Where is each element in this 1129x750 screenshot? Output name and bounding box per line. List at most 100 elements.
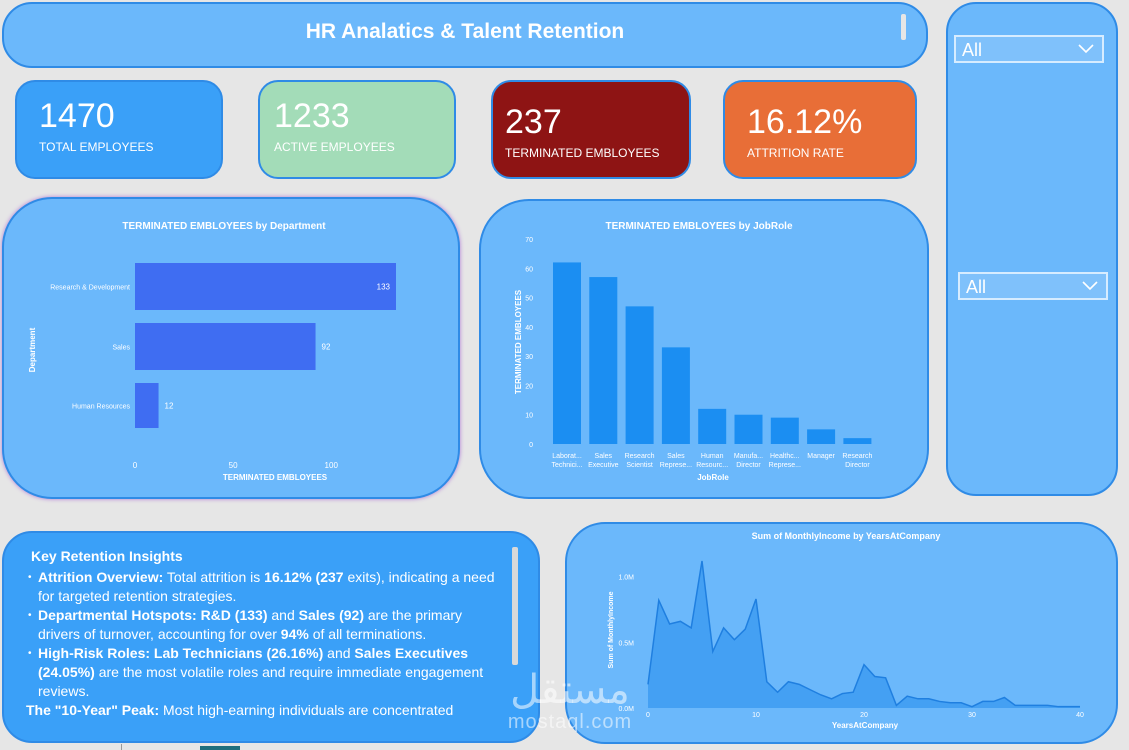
y-axis-title: TERMINATED EMBLOYEES bbox=[514, 289, 523, 394]
bar bbox=[589, 277, 618, 444]
kpi-total-value: 1470 bbox=[39, 97, 115, 135]
insight-item: • Departmental Hotspots: R&D (133) and S… bbox=[28, 606, 506, 644]
filter-dropdown-2-value: All bbox=[966, 277, 987, 297]
y-tick-label: 10 bbox=[525, 413, 533, 420]
category-label: Human Resources bbox=[72, 404, 130, 411]
jobrole-bar-chart[interactable]: TERMINATED EMBLOYEES by JobRole 0 10 20 30 40… bbox=[481, 201, 927, 497]
y-tick-label: 70 bbox=[525, 237, 533, 244]
bar bbox=[625, 306, 654, 444]
watermark-logo: مستقل bbox=[510, 667, 630, 713]
x-tick-label: Research bbox=[625, 453, 655, 460]
y-tick-label: 0 bbox=[529, 442, 533, 449]
insight-2-text-a: and bbox=[267, 607, 299, 623]
y-axis-title: Department bbox=[28, 327, 37, 372]
data-label: 12 bbox=[165, 402, 174, 411]
x-tick-label: Director bbox=[845, 462, 870, 469]
title-scrollbar[interactable] bbox=[901, 14, 906, 40]
x-tick-label: 0 bbox=[646, 712, 650, 719]
y-tick-label: 30 bbox=[525, 354, 533, 361]
y-tick-label: 1.0M bbox=[618, 575, 634, 582]
x-axis-title: TERMINATED EMBLOYEES bbox=[223, 473, 328, 482]
x-tick-label: Healthc... bbox=[770, 453, 800, 460]
bar bbox=[661, 347, 690, 444]
watermark-text: mostaql.com bbox=[507, 711, 633, 733]
x-tick-label: Director bbox=[736, 462, 761, 469]
category-label: Research & Development bbox=[50, 285, 130, 292]
x-tick-label: 0 bbox=[133, 461, 138, 470]
bar bbox=[734, 414, 763, 444]
bullet-icon: • bbox=[28, 648, 32, 659]
divider bbox=[121, 744, 122, 750]
x-tick-label: Technici... bbox=[551, 462, 582, 469]
income-chart-panel: Sum of MonthlyIncome by YearsAtCompany 0.… bbox=[565, 522, 1118, 744]
bar bbox=[135, 323, 316, 370]
chart-title: TERMINATED EMBLOYEES by JobRole bbox=[605, 221, 792, 232]
x-tick-label: Represe... bbox=[660, 462, 692, 469]
page-tab-indicator[interactable] bbox=[200, 746, 240, 750]
insight-item: • High-Risk Roles: Lab Technicians (26.1… bbox=[28, 644, 506, 701]
department-bar-chart[interactable]: TERMINATED EMBLOYEES by Department Resear… bbox=[4, 199, 458, 497]
x-tick-label: Manufa... bbox=[734, 453, 763, 460]
insight-1-bold-a: 16.12% (237 bbox=[264, 569, 344, 585]
insight-1-text-a: Total attrition is bbox=[163, 569, 265, 585]
filter-dropdown-1-value: All bbox=[962, 40, 983, 60]
insight-1-text-b: exits), indicating a need for targeted r… bbox=[38, 569, 495, 604]
bar bbox=[770, 417, 799, 444]
x-tick-label: Represe... bbox=[769, 462, 801, 469]
income-area-chart[interactable]: Sum of MonthlyIncome by YearsAtCompany 0.… bbox=[567, 524, 1116, 742]
insight-2-bold-b: 94% bbox=[280, 626, 309, 642]
bar bbox=[807, 429, 836, 444]
chart-title: TERMINATED EMBLOYEES by Department bbox=[122, 221, 326, 232]
kpi-terminated-label: TERMINATED EMBLOYEES bbox=[505, 146, 660, 160]
insight-3-text-b: are the most volatile roles and require … bbox=[38, 664, 484, 699]
bullet-icon: • bbox=[28, 610, 32, 621]
kpi-active-label: ACTIVE EMPLOYEES bbox=[274, 140, 395, 154]
x-tick-label: 30 bbox=[968, 712, 976, 719]
insights-panel: Key Retention Insights • Attrition Overv… bbox=[2, 531, 540, 743]
kpi-total-label: TOTAL EMPLOYEES bbox=[39, 140, 154, 154]
x-tick-label: 100 bbox=[325, 461, 339, 470]
filter-dropdown-2[interactable]: All bbox=[958, 272, 1108, 300]
insights-scrollbar[interactable] bbox=[512, 547, 518, 665]
data-label: 133 bbox=[377, 283, 391, 292]
kpi-active-employees: 1233 ACTIVE EMPLOYEES bbox=[258, 80, 456, 179]
y-axis-title: Sum of MonthlyIncome bbox=[608, 591, 615, 668]
chevron-down-icon bbox=[1082, 281, 1098, 291]
insight-4-text: Most high-earning individuals are concen… bbox=[159, 702, 454, 718]
x-tick-label: Sales bbox=[595, 453, 613, 460]
x-tick-label: Sales bbox=[667, 453, 685, 460]
insights-title: Key Retention Insights bbox=[31, 548, 183, 564]
filter-dropdown-1[interactable]: All bbox=[954, 35, 1104, 63]
kpi-attrition-label: ATTRITION RATE bbox=[747, 146, 844, 160]
department-chart-panel: TERMINATED EMBLOYEES by Department Resear… bbox=[2, 197, 460, 499]
insight-2-text-b: are the primary drivers of turnover, acc… bbox=[38, 607, 463, 642]
kpi-active-value: 1233 bbox=[274, 97, 350, 135]
page-title: HR Analatics & Talent Retention bbox=[305, 20, 625, 43]
y-tick-label: 40 bbox=[525, 325, 533, 332]
x-tick-label: Human bbox=[701, 453, 724, 460]
x-tick-label: Scientist bbox=[626, 462, 653, 469]
bar bbox=[135, 263, 396, 310]
insight-3-text-a: and bbox=[323, 645, 355, 661]
bar bbox=[698, 408, 727, 444]
category-label: Sales bbox=[112, 345, 130, 352]
bar bbox=[843, 438, 872, 444]
y-tick-label: 0.5M bbox=[618, 640, 634, 647]
kpi-attrition-value: 16.12% bbox=[747, 103, 863, 141]
data-label: 92 bbox=[322, 343, 331, 352]
insight-1-head: Attrition Overview: bbox=[38, 569, 164, 585]
kpi-total-employees: 1470 TOTAL EMPLOYEES bbox=[15, 80, 223, 179]
x-tick-label: Resourc... bbox=[696, 462, 728, 469]
chart-title: Sum of MonthlyIncome by YearsAtCompany bbox=[752, 531, 941, 541]
series-line bbox=[647, 560, 1080, 708]
bar bbox=[553, 262, 581, 444]
kpi-terminated-employees: 237 TERMINATED EMBLOYEES bbox=[491, 80, 691, 179]
x-tick-label: Executive bbox=[588, 462, 618, 469]
x-tick-label: Laborat... bbox=[552, 453, 582, 460]
title-bar: HR Analatics & Talent Retention bbox=[2, 2, 928, 68]
x-tick-label: 50 bbox=[229, 461, 238, 470]
bullet-icon: • bbox=[28, 572, 32, 583]
x-axis-title: YearsAtCompany bbox=[832, 721, 899, 730]
bar bbox=[135, 383, 159, 428]
y-tick-label: 0.0M bbox=[618, 706, 634, 713]
